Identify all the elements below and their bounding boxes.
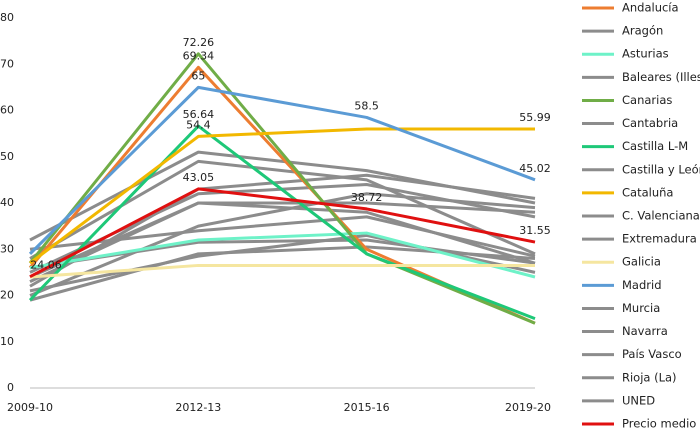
series-line (29, 127, 536, 265)
legend-label: Navarra (622, 324, 668, 338)
legend-label: Cataluña (622, 185, 673, 199)
data-label: 69.34 (183, 49, 215, 62)
y-tick-label: 50 (0, 150, 14, 163)
y-tick-label: 80 (0, 11, 14, 24)
data-label: 65 (191, 69, 205, 82)
x-tick-label: 2015-16 (344, 401, 390, 414)
legend-label: Baleares (Illes) (622, 70, 700, 84)
legend-label: Extremadura (622, 232, 697, 246)
y-tick-label: 10 (0, 335, 14, 348)
legend-label: Andalucía (622, 1, 679, 15)
data-label: 38.72 (351, 191, 383, 204)
y-tick-label: 70 (0, 57, 14, 70)
series-line (29, 263, 535, 279)
legend-label: UNED (622, 393, 655, 407)
series-line (29, 192, 536, 297)
y-tick-label: 0 (7, 381, 14, 394)
series-line (29, 187, 536, 279)
legend-label: Canarias (622, 93, 672, 107)
data-label: 56.64 (183, 108, 215, 121)
series-line (28, 124, 536, 321)
legend-label: Rioja (La) (622, 370, 677, 384)
series-line (29, 173, 536, 288)
legend-label: Cantabria (622, 116, 678, 130)
x-tick-label: 2019-20 (505, 401, 551, 414)
legend-label: Castilla y León (622, 162, 700, 176)
legend-label: Murcia (622, 301, 660, 315)
y-tick-label: 60 (0, 104, 14, 117)
series-line (29, 201, 536, 283)
data-label: 43.05 (183, 171, 215, 184)
legend-label: Asturias (622, 47, 669, 61)
data-label: 55.99 (519, 111, 551, 124)
data-label: 72.26 (183, 36, 215, 49)
y-tick-label: 20 (0, 289, 14, 302)
series-line (28, 65, 536, 325)
y-tick-label: 40 (0, 196, 14, 209)
legend-label: País Vasco (622, 347, 682, 361)
series-line (29, 201, 536, 279)
legend-label: Galicia (622, 255, 661, 269)
series-line (28, 52, 536, 325)
data-label: 31.55 (519, 224, 551, 237)
data-label: 24.06 (30, 259, 62, 272)
legend-label: C. Valenciana (622, 209, 700, 223)
x-tick-label: 2009-10 (7, 401, 53, 414)
data-label: 58.5 (354, 99, 379, 112)
data-label: 54.4 (186, 118, 211, 131)
series-line (29, 231, 536, 279)
series-line (29, 159, 536, 260)
y-tick-label: 30 (0, 242, 14, 255)
data-label: 45.02 (519, 162, 551, 175)
legend-label: Castilla L-M (622, 139, 688, 153)
legend-label: Aragón (622, 24, 663, 38)
series-line (28, 85, 536, 255)
x-tick-label: 2012-13 (175, 401, 221, 414)
legend-label: Madrid (622, 278, 662, 292)
legend-label: Precio medio (622, 417, 696, 431)
series-line (29, 150, 536, 242)
